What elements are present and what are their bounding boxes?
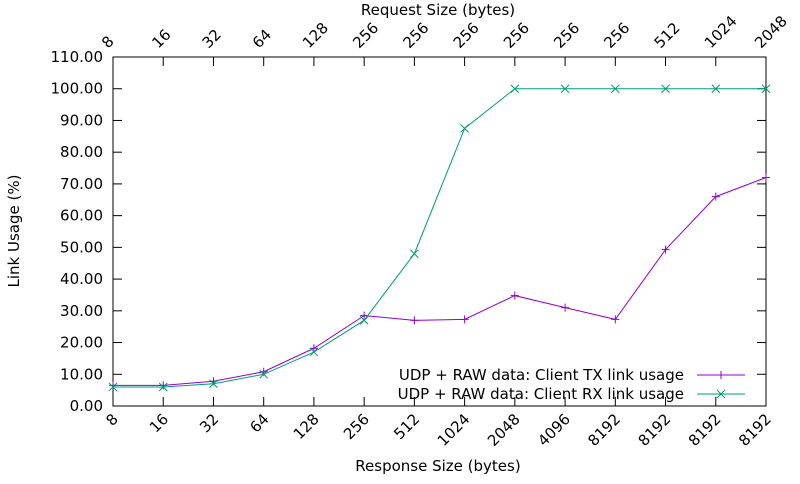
series-2-point-d2 — [711, 84, 721, 94]
y-axis-title: Link Usage (%) — [5, 175, 23, 288]
x-tick-label-top: 64 — [249, 26, 275, 52]
x-tick-label-top: 256 — [600, 19, 633, 52]
x-tick-label-bottom: 8192 — [685, 410, 725, 450]
y-tick-label: 70.00 — [60, 175, 103, 193]
series-2-point-d2 — [209, 379, 218, 389]
x-tick-label-bottom: 8 — [102, 410, 121, 429]
series-2-point-d2 — [761, 84, 771, 94]
x-tick-label-bottom: 16 — [146, 410, 172, 436]
x-tick-label-bottom: 8192 — [635, 410, 675, 450]
x-tick-label-top: 256 — [349, 19, 382, 52]
plot-border — [112, 56, 767, 407]
y-tick-label: 10.00 — [60, 365, 103, 383]
x-tick-label-top: 16 — [148, 26, 174, 52]
series-2-point-d2 — [359, 315, 369, 325]
x-tick-label-bottom: 1024 — [434, 410, 474, 450]
series-2-point-d2 — [259, 369, 269, 379]
x-tick-label-bottom: 8192 — [735, 410, 775, 450]
y-tick-label: 110.00 — [51, 48, 104, 66]
y-tick-label: 80.00 — [60, 143, 103, 161]
y-tick-label: 100.00 — [51, 80, 104, 98]
x-tick-label-top: 512 — [651, 19, 684, 52]
legend-label-2: UDP + RAW data: Client RX link usage — [398, 385, 684, 403]
y-tick-label: 60.00 — [60, 207, 103, 225]
series-2-point-d2 — [309, 347, 319, 357]
x-tick-label-top: 32 — [199, 26, 225, 52]
x-tick-label-top: 1024 — [701, 12, 741, 52]
series-line-1 — [113, 177, 767, 386]
top-axis-title: Request Size (bytes) — [361, 1, 515, 19]
x-tick-label-bottom: 8192 — [584, 410, 624, 450]
series-2-point-d2 — [108, 382, 118, 392]
bottom-axis-title: Response Size (bytes) — [355, 457, 520, 475]
x-tick-label-top: 256 — [500, 19, 533, 52]
y-tick-label: 40.00 — [60, 270, 103, 288]
y-tick-label: 90.00 — [60, 111, 103, 129]
x-tick-label-bottom: 2048 — [484, 410, 524, 450]
series-2-point-d2 — [610, 84, 620, 94]
x-tick-label-bottom: 4096 — [534, 410, 574, 450]
legend-label-1: UDP + RAW data: Client TX link usage — [399, 366, 684, 384]
x-tick-label-top: 256 — [399, 19, 432, 52]
x-tick-label-top: 256 — [550, 19, 583, 52]
x-tick-label-bottom: 256 — [340, 410, 373, 443]
x-tick-label-bottom: 64 — [246, 410, 272, 436]
x-tick-label-top: 256 — [450, 19, 483, 52]
y-tick-label: 0.00 — [70, 397, 103, 415]
series-2-point-d2 — [158, 382, 168, 392]
series-2-point-d2 — [460, 124, 469, 133]
series-2-point-d2 — [510, 84, 520, 94]
series-line-2 — [113, 88, 766, 388]
series-2-point-d2 — [661, 84, 670, 94]
x-tick-label-top: 128 — [299, 19, 332, 52]
x-tick-label-bottom: 128 — [290, 410, 323, 443]
x-tick-label-top: 2048 — [751, 12, 791, 52]
legend-marker-2-d2 — [716, 389, 726, 399]
series-2-point-d2 — [410, 249, 419, 259]
y-tick-label: 30.00 — [60, 302, 103, 320]
x-tick-label-bottom: 32 — [196, 410, 222, 436]
y-tick-label: 20.00 — [60, 334, 103, 352]
x-tick-label-bottom: 512 — [390, 410, 423, 443]
series-2-point-d2 — [560, 84, 570, 94]
y-tick-label: 50.00 — [60, 238, 103, 256]
